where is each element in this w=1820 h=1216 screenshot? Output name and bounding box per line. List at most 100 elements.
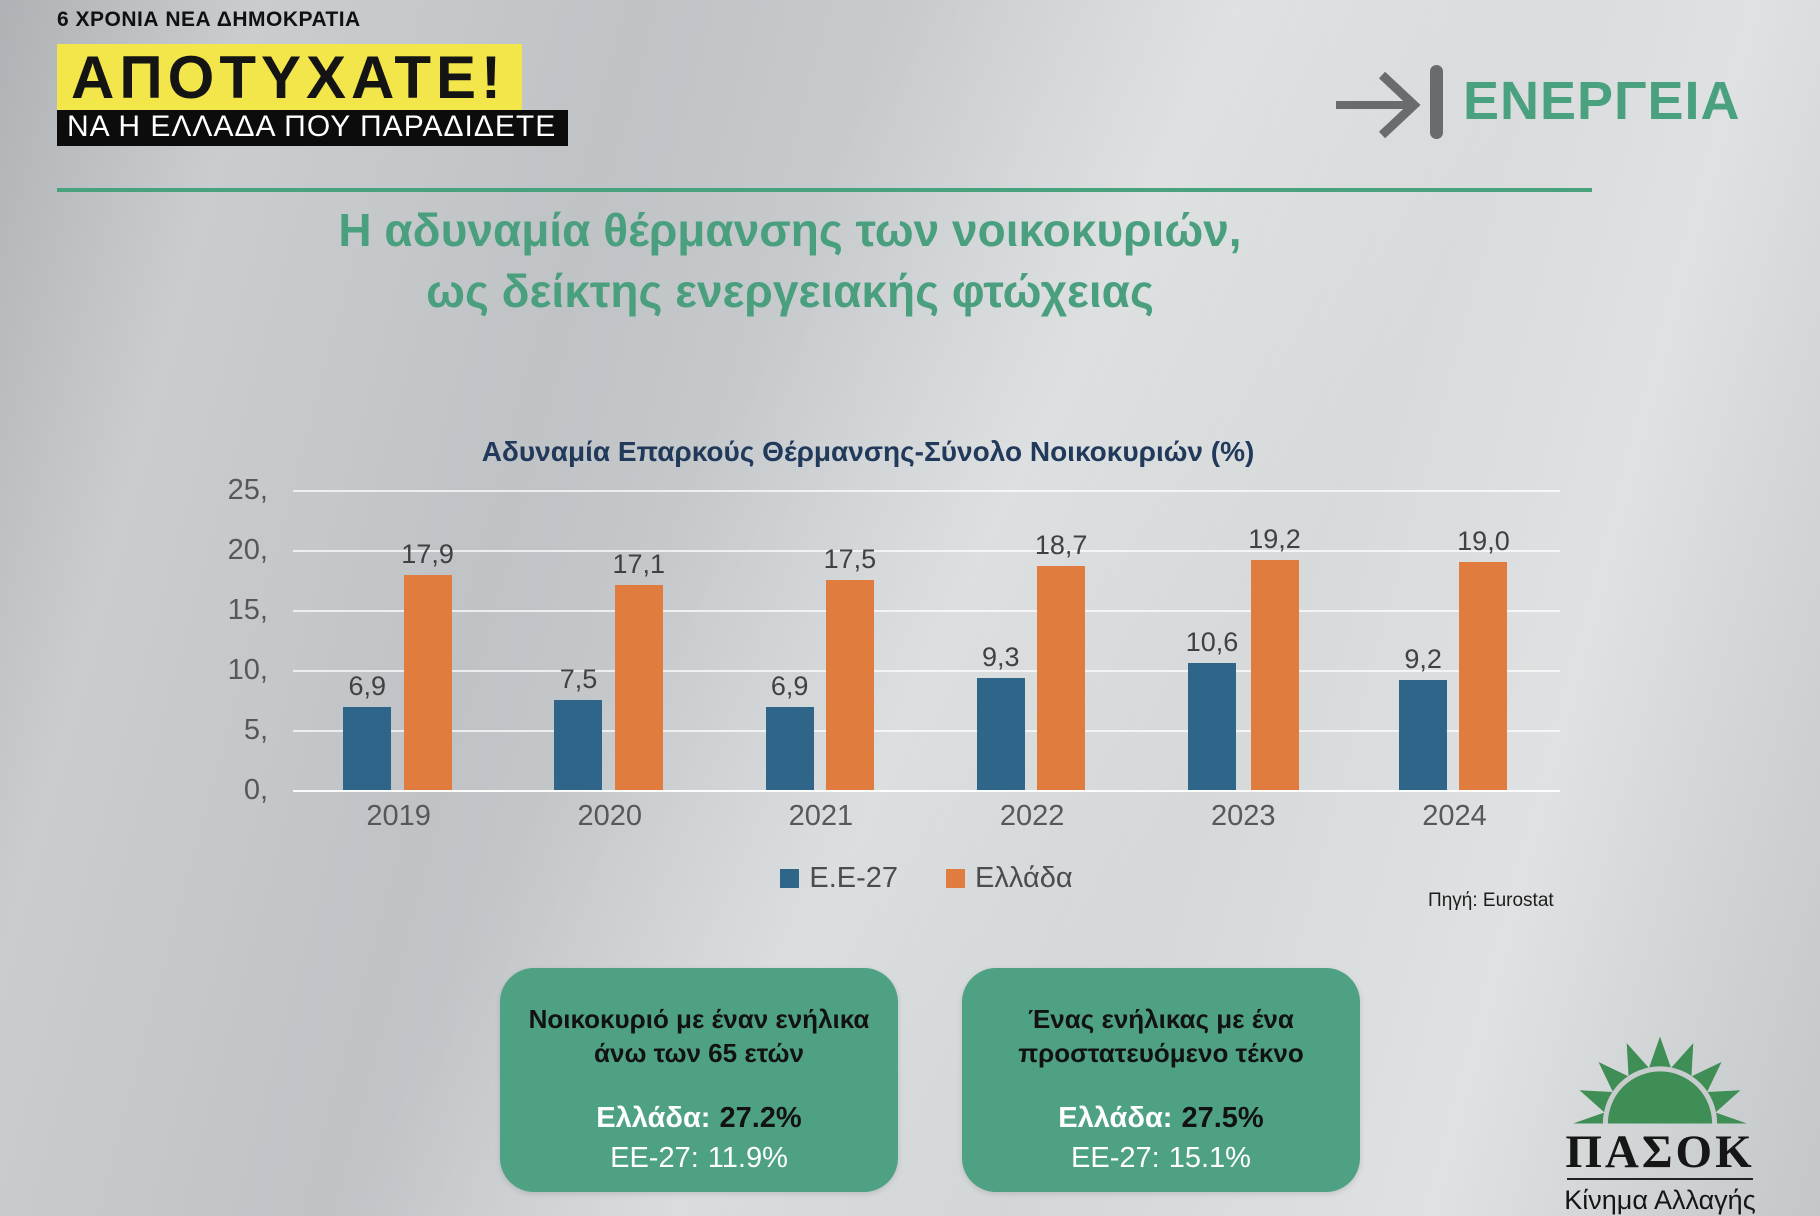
legend-label: Ελλάδα [975, 862, 1073, 894]
bar-wrap: 17,1 [612, 549, 665, 790]
legend-swatch [780, 869, 800, 888]
bar-Ε.Ε-27-2021 [765, 707, 814, 790]
bar-Ε.Ε-27-2022 [976, 678, 1025, 790]
y-tick-label: 5, [243, 714, 268, 746]
page-title-line2: ως δείκτης ενεργειακής φτώχειας [426, 265, 1154, 317]
legend-item-Ε.Ε-27: Ε.Ε-27 [780, 862, 898, 895]
bar-group-2022: 9,3 18,7 [927, 490, 1138, 790]
logo-name: ΠΑΣΟΚ [1565, 1126, 1755, 1178]
eu-stat: ΕΕ-27: 11.9% [500, 1138, 898, 1178]
bar-columns: 6,9 17,9 7,5 17,1 6,9 17,5 9,3 18,7 10,6 19,2 9,2 1… [293, 490, 1560, 790]
arrow-to-bar-icon [1336, 65, 1443, 139]
y-tick-label: 0, [243, 774, 268, 806]
bar-wrap: 19,0 [1457, 526, 1510, 790]
logo-rule [1567, 1178, 1753, 1180]
legend-label: Ε.Ε-27 [809, 862, 899, 894]
callout-title: Ένας ενήλικας με ένα προστατευόμενο τέκν… [962, 1002, 1360, 1070]
bar-value-label: 9,2 [1404, 643, 1442, 674]
section-label: ΕΝΕΡΓΕΙΑ [1463, 71, 1741, 131]
bar-wrap: 17,9 [401, 539, 454, 790]
greece-stat: Ελλάδα: 27.5% [962, 1098, 1360, 1138]
bar-Ελλάδα-2023 [1250, 559, 1299, 790]
bar-wrap: 7,5 [554, 664, 603, 790]
greece-stat-label: Ελλάδα: [1058, 1102, 1173, 1134]
bar-wrap: 17,5 [823, 544, 877, 790]
pasok-logo: ΠΑΣΟΚ Κίνημα Αλλαγής [1538, 1032, 1782, 1216]
bar-Ε.Ε-27-2023 [1187, 662, 1236, 790]
y-tick-label: 20, [227, 534, 268, 566]
x-tick-label-2020: 2020 [577, 800, 643, 832]
bar-group-2020: 7,5 17,1 [504, 490, 715, 790]
bar-wrap: 18,7 [1034, 529, 1088, 790]
eu-stat-value: 15.1% [1168, 1142, 1251, 1174]
callout-title: Νοικοκυριό με έναν ενήλικα άνω των 65 ετ… [500, 1002, 898, 1070]
callout-title-line1: Ένας ενήλικας με ένα [1028, 1004, 1294, 1034]
bar-Ε.Ε-27-2024 [1399, 679, 1448, 790]
subheadline: ΝΑ Η ΕΛΛΑΔΑ ΠΟΥ ΠΑΡΑΔΙΔΕΤΕ [57, 110, 569, 146]
kicker-text: 6 ΧΡΟΝΙΑ ΝΕΑ ΔΗΜΟΚΡΑΤΙΑ [57, 8, 361, 31]
gridline [293, 790, 1560, 792]
bar-value-label: 7,5 [559, 664, 598, 694]
page-title: Η αδυναμία θέρμανσης των νοικοκυριών, ως… [60, 200, 1520, 322]
x-tick-label-2021: 2021 [788, 800, 854, 832]
x-tick-label-2022: 2022 [999, 800, 1065, 832]
bar-Ελλάδα-2021 [825, 580, 874, 790]
bar-group-2021: 6,9 17,5 [715, 490, 926, 790]
eu-stat-value: 11.9% [707, 1142, 788, 1174]
gridline [293, 730, 1560, 732]
bar-wrap: 19,2 [1248, 524, 1301, 790]
page-title-line1: Η αδυναμία θέρμανσης των νοικοκυριών, [338, 204, 1242, 256]
bar-value-label: 19,2 [1248, 523, 1301, 554]
x-tick-label-2024: 2024 [1422, 800, 1487, 832]
bar-group-2023: 10,6 19,2 [1138, 490, 1349, 790]
x-tick-label-2023: 2023 [1211, 800, 1276, 832]
eu-stat-label: ΕΕ-27: [1071, 1142, 1160, 1174]
gridline [293, 490, 1560, 492]
bar-wrap: 9,2 [1399, 643, 1448, 790]
pasok-sun-icon [1573, 1036, 1747, 1124]
bar-value-label: 10,6 [1185, 626, 1239, 657]
callout-title-line2: προστατευόμενο τέκνο [1018, 1038, 1304, 1068]
eu-stat: ΕΕ-27: 15.1% [962, 1138, 1360, 1178]
bar-Ε.Ε-27-2019 [343, 707, 392, 790]
greece-stat-value: 27.2% [719, 1102, 802, 1134]
bar-value-label: 17,1 [612, 548, 666, 579]
callout-title-line2: άνω των 65 ετών [594, 1038, 804, 1068]
bar-value-label: 17,9 [401, 539, 454, 570]
chart-title: Αδυναμία Επαρκούς Θέρμανσης-Σύνολο Νοικο… [481, 436, 1255, 467]
greece-stat: Ελλάδα: 27.2% [500, 1098, 898, 1138]
bar-value-label: 9,3 [982, 642, 1020, 673]
bar-Ελλάδα-2022 [1037, 565, 1086, 790]
greece-stat-value: 27.5% [1181, 1102, 1264, 1134]
divider-rule [57, 188, 1592, 192]
legend-swatch [946, 869, 966, 888]
headline: ΑΠΟΤΥΧΑΤΕ! [57, 44, 523, 115]
logo-tagline: Κίνημα Αλλαγής [1564, 1185, 1756, 1215]
y-axis: 25, 20, 15, 10, 5, 0, [138, 474, 268, 806]
y-tick-label: 15, [227, 594, 268, 626]
callout-box-elderly: Νοικοκυριό με έναν ενήλικα άνω των 65 ετ… [500, 968, 898, 1192]
bar-value-label: 18,7 [1034, 529, 1088, 560]
bar-value-label: 17,5 [823, 544, 877, 574]
source-note: Πηγή: Eurostat [1428, 890, 1554, 911]
bar-group-2024: 9,2 19,0 [1349, 490, 1560, 790]
plot-area: 6,9 17,9 7,5 17,1 6,9 17,5 9,3 18,7 10,6 19,2 9,2 1… [293, 490, 1560, 792]
bar-Ελλάδα-2024 [1459, 562, 1508, 790]
chart-legend: Ε.Ε-27 Ελλάδα [293, 862, 1560, 895]
eu-stat-label: ΕΕ-27: [610, 1142, 699, 1174]
bar-value-label: 6,9 [348, 671, 387, 702]
bar-group-2019: 6,9 17,9 [293, 490, 504, 790]
y-tick-label: 25, [227, 474, 268, 506]
callout-title-line1: Νοικοκυριό με έναν ενήλικα [528, 1004, 870, 1034]
bar-value-label: 6,9 [770, 671, 809, 702]
callout-box-single-parent: Ένας ενήλικας με ένα προστατευόμενο τέκν… [962, 968, 1360, 1192]
x-tick-label-2019: 2019 [366, 800, 431, 832]
gridline [293, 550, 1560, 552]
y-tick-label: 10, [227, 654, 268, 686]
bar-value-label: 19,0 [1457, 526, 1510, 556]
bar-wrap: 6,9 [765, 671, 814, 790]
bar-wrap: 6,9 [343, 671, 392, 790]
section-tag [1330, 60, 1450, 144]
callout-stats: Ελλάδα: 27.2% ΕΕ-27: 11.9% [500, 1098, 898, 1178]
bar-wrap: 9,3 [976, 642, 1025, 790]
